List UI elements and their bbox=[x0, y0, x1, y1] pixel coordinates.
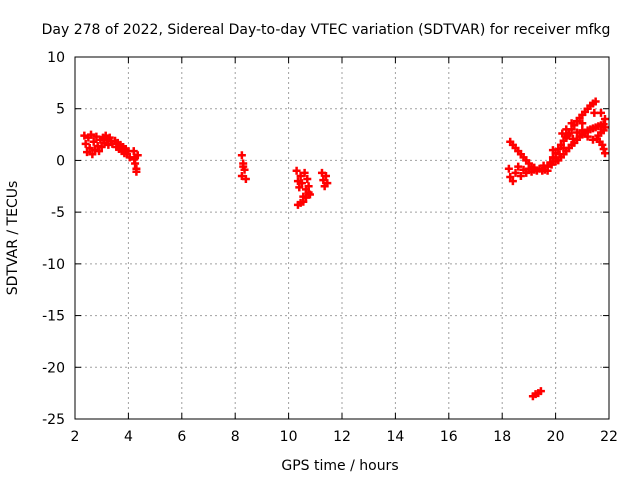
y-tick-label: 10 bbox=[47, 50, 65, 66]
data-point bbox=[303, 175, 312, 184]
y-tick-label: -10 bbox=[42, 257, 65, 273]
data-point bbox=[300, 168, 309, 177]
data-point bbox=[562, 125, 571, 134]
data-point bbox=[578, 126, 587, 135]
data-point bbox=[317, 168, 326, 177]
data-point bbox=[237, 151, 246, 160]
x-axis-ticks: 2 4 6 8 10 12 14 16 18 20 22 bbox=[71, 57, 618, 445]
data-point bbox=[80, 131, 89, 140]
x-tick-label: 6 bbox=[177, 429, 186, 445]
x-tick-label: 18 bbox=[493, 429, 511, 445]
data-point bbox=[596, 108, 605, 117]
chart-title: Day 278 of 2022, Sidereal Day-to-day VTE… bbox=[42, 22, 611, 38]
data-point bbox=[319, 176, 328, 185]
data-point bbox=[92, 132, 101, 141]
data-point bbox=[132, 167, 141, 176]
data-point bbox=[129, 147, 138, 156]
data-point bbox=[323, 179, 332, 188]
data-point bbox=[241, 175, 250, 184]
data-point bbox=[301, 193, 310, 202]
data-point bbox=[590, 108, 599, 117]
x-tick-label: 22 bbox=[600, 429, 618, 445]
data-point bbox=[88, 150, 97, 159]
data-point bbox=[133, 151, 142, 160]
data-point bbox=[89, 137, 98, 146]
data-point bbox=[551, 157, 560, 166]
data-point bbox=[548, 146, 557, 155]
y-tick-label: 0 bbox=[56, 153, 65, 169]
x-tick-label: 8 bbox=[231, 429, 240, 445]
x-tick-label: 20 bbox=[547, 429, 565, 445]
x-tick-label: 10 bbox=[280, 429, 298, 445]
data-point bbox=[572, 128, 581, 137]
data-point bbox=[583, 132, 592, 141]
data-point bbox=[591, 97, 600, 106]
data-point bbox=[511, 168, 520, 177]
data-point bbox=[321, 171, 330, 180]
data-point bbox=[296, 171, 305, 180]
data-point bbox=[600, 123, 609, 132]
data-point bbox=[297, 179, 306, 188]
y-tick-label: -5 bbox=[51, 205, 65, 221]
data-point bbox=[506, 172, 515, 181]
x-tick-label: 14 bbox=[386, 429, 404, 445]
y-tick-label: -20 bbox=[42, 360, 65, 376]
data-point bbox=[295, 183, 304, 192]
data-point bbox=[555, 150, 564, 159]
data-point bbox=[567, 119, 576, 128]
x-tick-label: 4 bbox=[124, 429, 133, 445]
data-point bbox=[101, 131, 110, 140]
x-tick-label: 12 bbox=[333, 429, 351, 445]
data-point bbox=[599, 145, 608, 154]
data-point bbox=[83, 148, 92, 157]
data-point bbox=[130, 155, 139, 164]
data-point bbox=[81, 139, 90, 148]
data-point bbox=[299, 197, 308, 206]
data-point bbox=[237, 171, 246, 180]
data-point bbox=[292, 166, 301, 175]
data-points bbox=[80, 97, 609, 401]
x-axis-label: GPS time / hours bbox=[281, 458, 398, 474]
data-point bbox=[85, 144, 94, 153]
y-tick-label: -25 bbox=[42, 412, 65, 428]
data-point bbox=[543, 166, 552, 175]
x-tick-label: 2 bbox=[71, 429, 80, 445]
x-tick-label: 16 bbox=[440, 429, 458, 445]
data-point bbox=[304, 188, 313, 197]
data-point bbox=[558, 129, 567, 138]
data-point bbox=[559, 144, 568, 153]
data-point bbox=[539, 161, 548, 170]
data-point bbox=[239, 162, 248, 171]
data-point bbox=[293, 177, 302, 186]
data-point bbox=[87, 130, 96, 139]
data-point bbox=[95, 147, 104, 156]
data-point bbox=[508, 177, 517, 186]
data-point bbox=[568, 134, 577, 143]
grid-lines bbox=[75, 57, 609, 419]
data-point bbox=[588, 135, 597, 144]
data-point bbox=[578, 119, 587, 128]
y-tick-label: 5 bbox=[56, 102, 65, 118]
data-point bbox=[97, 142, 106, 151]
data-point bbox=[563, 131, 572, 140]
data-point bbox=[600, 149, 609, 158]
y-axis-ticks: -25 -20 -15 -10 -5 0 5 10 bbox=[42, 50, 609, 428]
y-tick-label: -15 bbox=[42, 309, 65, 325]
data-point bbox=[547, 160, 556, 169]
data-point bbox=[516, 171, 525, 180]
data-point bbox=[504, 164, 513, 173]
data-point bbox=[600, 115, 609, 124]
data-point bbox=[536, 387, 545, 396]
y-axis-label: SDTVAR / TECUs bbox=[5, 181, 21, 296]
data-point bbox=[514, 162, 523, 171]
